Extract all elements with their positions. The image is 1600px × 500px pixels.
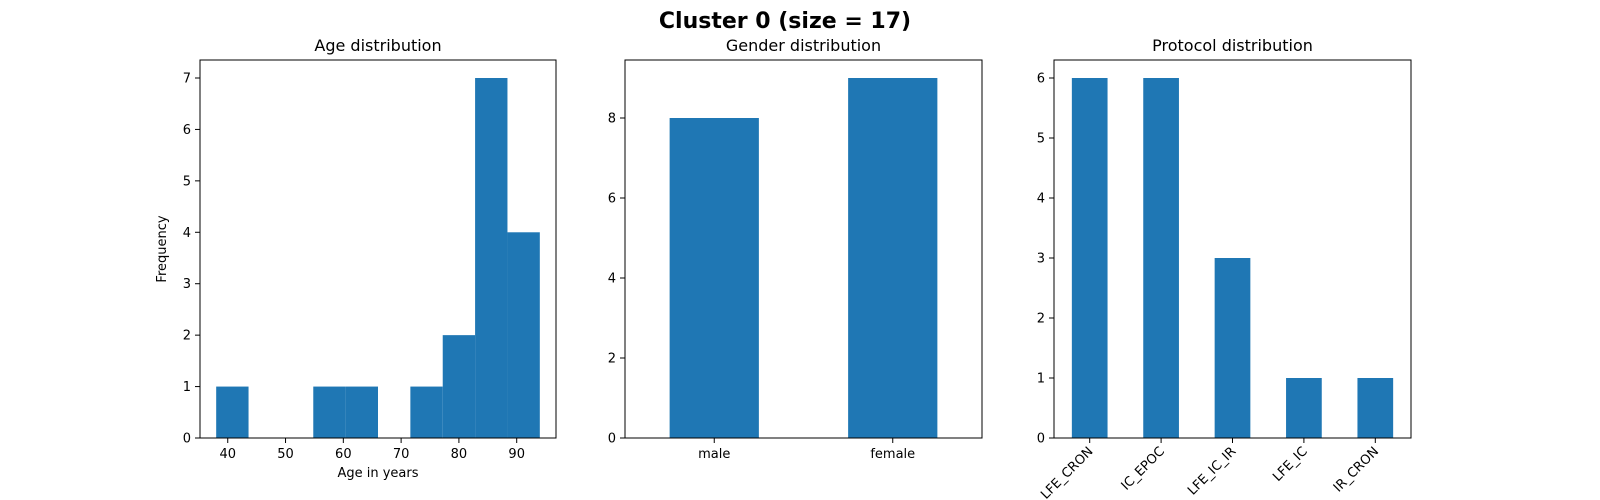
y-tick-label: 3 <box>183 277 191 292</box>
y-tick-label: 3 <box>1037 252 1045 267</box>
x-tick-label: female <box>870 447 915 462</box>
x-tick-label: LFE_IC <box>1270 444 1311 485</box>
x-tick-label: 40 <box>219 447 236 462</box>
y-tick-label: 6 <box>1037 72 1045 87</box>
bar-lfe-ic <box>1286 378 1322 438</box>
figure-title: Cluster 0 (size = 17) <box>659 9 911 34</box>
x-tick-label: LFE_CRON <box>1038 444 1096 500</box>
bar-ic-epoc <box>1143 78 1179 438</box>
y-tick-label: 2 <box>608 352 616 367</box>
y-tick-label: 0 <box>1037 432 1045 447</box>
histogram-bar <box>410 386 443 438</box>
histogram-bar <box>507 232 540 438</box>
x-tick-label: IC_EPOC <box>1119 444 1168 493</box>
chart-1: 40 50 60 70 80 90 0 1 2 3 4 5 6 7 Age distribution Age … <box>155 36 557 481</box>
y-tick-label: 0 <box>183 432 191 447</box>
y-tick-label: 1 <box>1037 372 1045 387</box>
x-tick-label: 80 <box>451 447 468 462</box>
x-tick-label: 60 <box>335 447 352 462</box>
y-tick-label: 6 <box>183 123 191 138</box>
axes-frame <box>1053 59 1412 439</box>
y-tick-label: 1 <box>183 380 191 395</box>
y-axis-label: Frequency <box>155 215 170 282</box>
bar-lfe-ic-ir <box>1214 258 1251 438</box>
y-tick-label: 8 <box>608 112 616 127</box>
bar-lfe-cron <box>1071 78 1108 438</box>
x-axis-label: Age in years <box>337 466 418 481</box>
histogram-bar <box>475 78 508 438</box>
y-tick-label: 4 <box>1037 192 1045 207</box>
y-tick-label: 5 <box>183 174 191 189</box>
x-tick-label: 50 <box>277 447 294 462</box>
axes-frame <box>624 59 983 439</box>
bar-ir-cron <box>1357 378 1394 438</box>
x-tick-label: LFE_IC_IR <box>1185 444 1239 498</box>
x-tick-label: male <box>698 447 730 462</box>
chart-title: Protocol distribution <box>1152 36 1313 55</box>
chart-title: Gender distribution <box>726 36 881 55</box>
y-tick-label: 4 <box>183 226 191 241</box>
axes-frame <box>199 59 557 439</box>
y-tick-label: 4 <box>608 272 616 287</box>
y-tick-label: 5 <box>1037 132 1045 147</box>
histogram-bar <box>313 386 346 438</box>
y-tick-label: 0 <box>608 432 616 447</box>
chart-2: male female 0 2 4 6 8 Gender distribution <box>608 36 983 462</box>
bar-female <box>848 78 938 438</box>
y-tick-label: 2 <box>183 329 191 344</box>
histogram-bar <box>442 335 476 438</box>
bar-male <box>669 118 759 438</box>
x-tick-label: IR_CRON <box>1331 444 1382 495</box>
y-tick-label: 2 <box>1037 312 1045 327</box>
chart-3: LFE_CRON IC_EPOC LFE_IC_IR LFE_IC IR_CRON 0 1 2… <box>1037 36 1412 500</box>
y-tick-label: 6 <box>608 192 616 207</box>
histogram-bar <box>216 386 249 438</box>
chart-title: Age distribution <box>314 36 441 55</box>
x-tick-label: 90 <box>508 447 525 462</box>
x-tick-label: 70 <box>393 447 410 462</box>
y-tick-label: 7 <box>183 72 191 87</box>
histogram-bar <box>345 386 378 438</box>
